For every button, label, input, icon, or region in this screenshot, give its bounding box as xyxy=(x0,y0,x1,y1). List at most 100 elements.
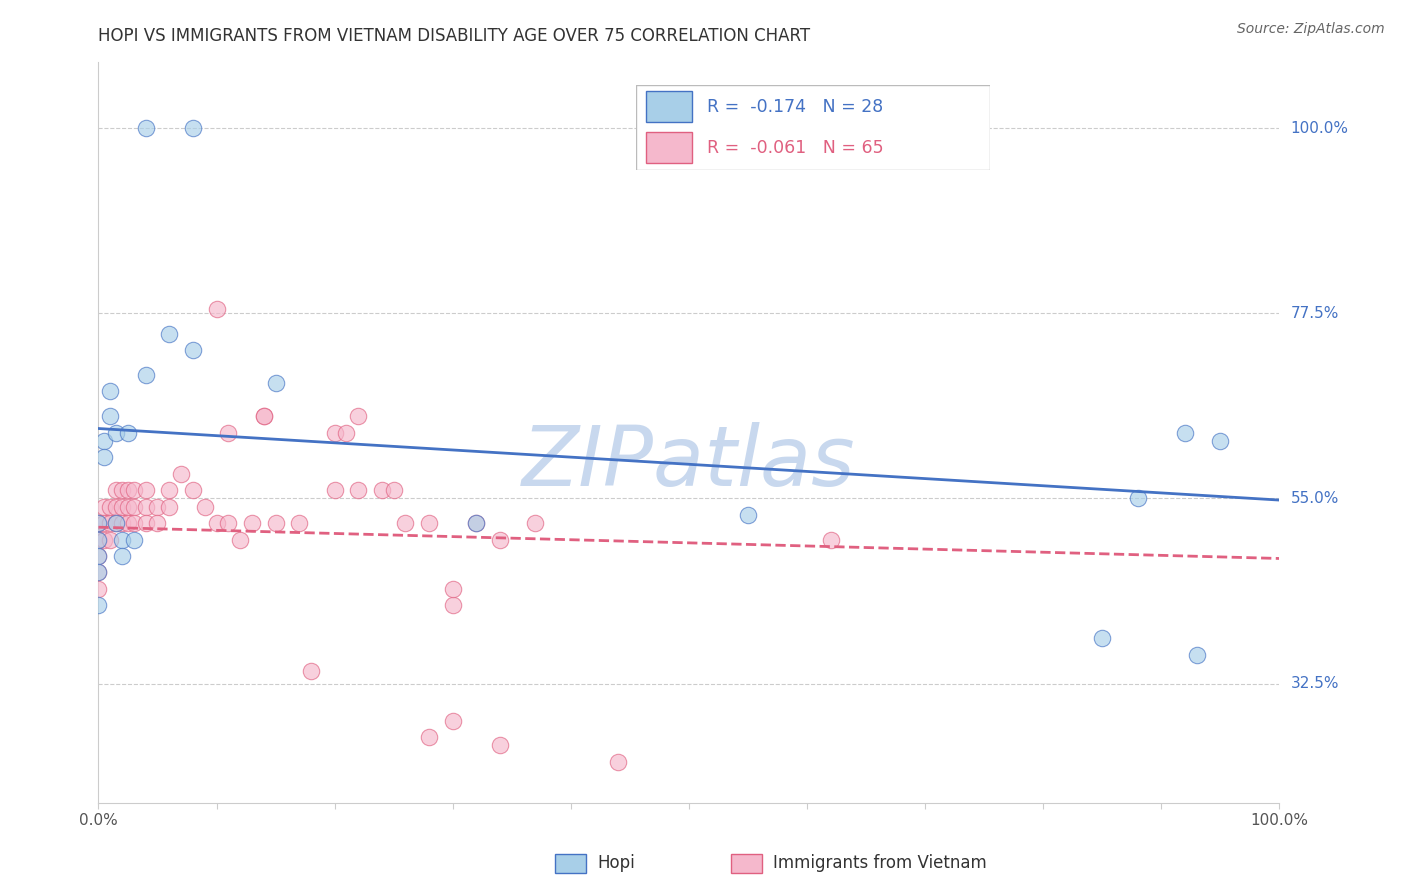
Point xyxy=(299,664,322,678)
Point xyxy=(157,326,180,341)
Point xyxy=(820,533,842,547)
Point xyxy=(465,516,488,530)
Point xyxy=(105,425,128,440)
Point xyxy=(229,533,252,547)
Point xyxy=(111,500,134,514)
Point xyxy=(98,516,121,530)
Point xyxy=(1185,648,1208,662)
Point xyxy=(524,516,547,530)
Point xyxy=(394,516,416,530)
Point xyxy=(382,483,405,498)
Point xyxy=(217,516,239,530)
Point xyxy=(737,508,759,522)
Point xyxy=(441,582,464,596)
Point xyxy=(117,516,139,530)
Text: HOPI VS IMMIGRANTS FROM VIETNAM DISABILITY AGE OVER 75 CORRELATION CHART: HOPI VS IMMIGRANTS FROM VIETNAM DISABILI… xyxy=(98,27,810,45)
Point xyxy=(323,425,346,440)
Point xyxy=(489,738,512,752)
Point xyxy=(105,483,128,498)
Point xyxy=(253,409,276,424)
Point xyxy=(135,516,157,530)
Point xyxy=(253,409,276,424)
Point xyxy=(181,121,204,136)
Point xyxy=(205,302,228,317)
Point xyxy=(122,533,145,547)
Text: Hopi: Hopi xyxy=(598,855,636,872)
Point xyxy=(93,533,115,547)
Point xyxy=(111,516,134,530)
Point xyxy=(1091,632,1114,646)
Point xyxy=(87,582,110,596)
Point xyxy=(117,425,139,440)
Point xyxy=(98,500,121,514)
Text: Source: ZipAtlas.com: Source: ZipAtlas.com xyxy=(1237,22,1385,37)
Text: 77.5%: 77.5% xyxy=(1291,306,1339,321)
Point xyxy=(98,409,121,424)
Point xyxy=(111,549,134,563)
Text: ZIPatlas: ZIPatlas xyxy=(522,422,856,503)
Point xyxy=(157,500,180,514)
Point xyxy=(93,516,115,530)
Point xyxy=(87,533,110,547)
Point xyxy=(465,516,488,530)
Point xyxy=(371,483,394,498)
Point xyxy=(87,516,110,530)
Point xyxy=(122,516,145,530)
Point xyxy=(157,483,180,498)
Point xyxy=(1174,425,1197,440)
Point xyxy=(146,516,169,530)
Point xyxy=(1209,434,1232,448)
Point xyxy=(146,500,169,514)
Point xyxy=(87,599,110,613)
Point xyxy=(217,425,239,440)
Point xyxy=(135,500,157,514)
Text: 32.5%: 32.5% xyxy=(1291,676,1339,691)
Point xyxy=(441,599,464,613)
Point xyxy=(1126,491,1149,506)
Point xyxy=(87,533,110,547)
Point xyxy=(288,516,311,530)
Point xyxy=(240,516,263,530)
Point xyxy=(181,343,204,358)
Point xyxy=(347,409,370,424)
Point xyxy=(441,714,464,728)
Point xyxy=(194,500,217,514)
Point xyxy=(135,368,157,382)
Point xyxy=(93,450,115,465)
Point xyxy=(87,549,110,563)
Point xyxy=(489,533,512,547)
Point xyxy=(418,730,440,744)
Point xyxy=(117,483,139,498)
Point xyxy=(122,500,145,514)
Point xyxy=(264,516,287,530)
Point xyxy=(205,516,228,530)
Point xyxy=(335,425,357,440)
Point xyxy=(87,533,110,547)
Point xyxy=(105,500,128,514)
Point xyxy=(93,434,115,448)
Point xyxy=(87,516,110,530)
Point xyxy=(122,483,145,498)
Point xyxy=(347,483,370,498)
Text: Immigrants from Vietnam: Immigrants from Vietnam xyxy=(773,855,987,872)
Point xyxy=(87,566,110,580)
Point xyxy=(98,533,121,547)
Point xyxy=(607,755,630,769)
Point xyxy=(87,516,110,530)
Point xyxy=(181,483,204,498)
Point xyxy=(111,533,134,547)
Point xyxy=(87,549,110,563)
Point xyxy=(105,516,128,530)
Point xyxy=(87,566,110,580)
Point xyxy=(135,483,157,498)
Text: 55.0%: 55.0% xyxy=(1291,491,1339,506)
Point xyxy=(98,384,121,399)
Point xyxy=(111,483,134,498)
Point xyxy=(170,467,193,481)
Point xyxy=(105,516,128,530)
Point xyxy=(264,376,287,391)
Point xyxy=(93,500,115,514)
Text: 100.0%: 100.0% xyxy=(1291,120,1348,136)
Point xyxy=(117,500,139,514)
Point xyxy=(323,483,346,498)
